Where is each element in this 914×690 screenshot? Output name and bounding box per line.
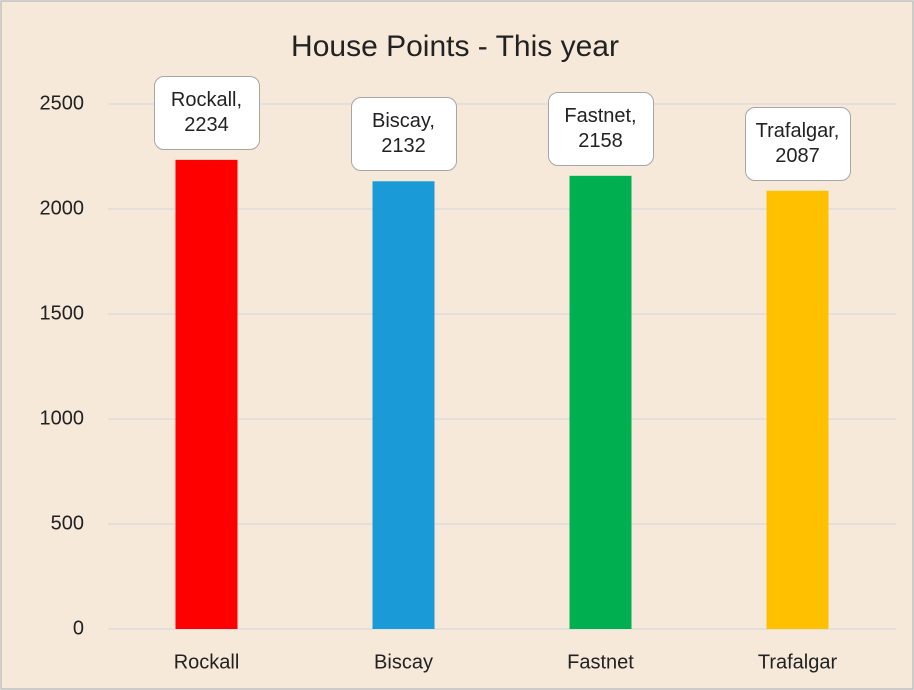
x-tick-label: Fastnet bbox=[567, 651, 634, 673]
bar bbox=[372, 181, 435, 629]
data-label: Fastnet, 2158 bbox=[547, 91, 654, 166]
y-tick-label: 1500 bbox=[40, 302, 85, 324]
bar bbox=[175, 159, 238, 630]
x-tick-label: Biscay bbox=[374, 651, 433, 673]
bar bbox=[766, 190, 829, 630]
x-tick-label: Trafalgar bbox=[758, 651, 838, 673]
y-tick-label: 1000 bbox=[40, 407, 85, 429]
data-label: Trafalgar, 2087 bbox=[744, 106, 851, 181]
y-tick-label: 2000 bbox=[40, 197, 85, 219]
data-label: Biscay, 2132 bbox=[350, 97, 457, 172]
y-tick-label: 500 bbox=[51, 512, 84, 534]
y-tick-label: 0 bbox=[73, 617, 84, 639]
data-label: Rockall, 2234 bbox=[153, 75, 260, 150]
x-tick-label: Rockall bbox=[174, 651, 240, 673]
bar bbox=[569, 175, 632, 629]
y-tick-label: 2500 bbox=[40, 92, 85, 114]
chart-title: House Points - This year bbox=[291, 30, 619, 63]
